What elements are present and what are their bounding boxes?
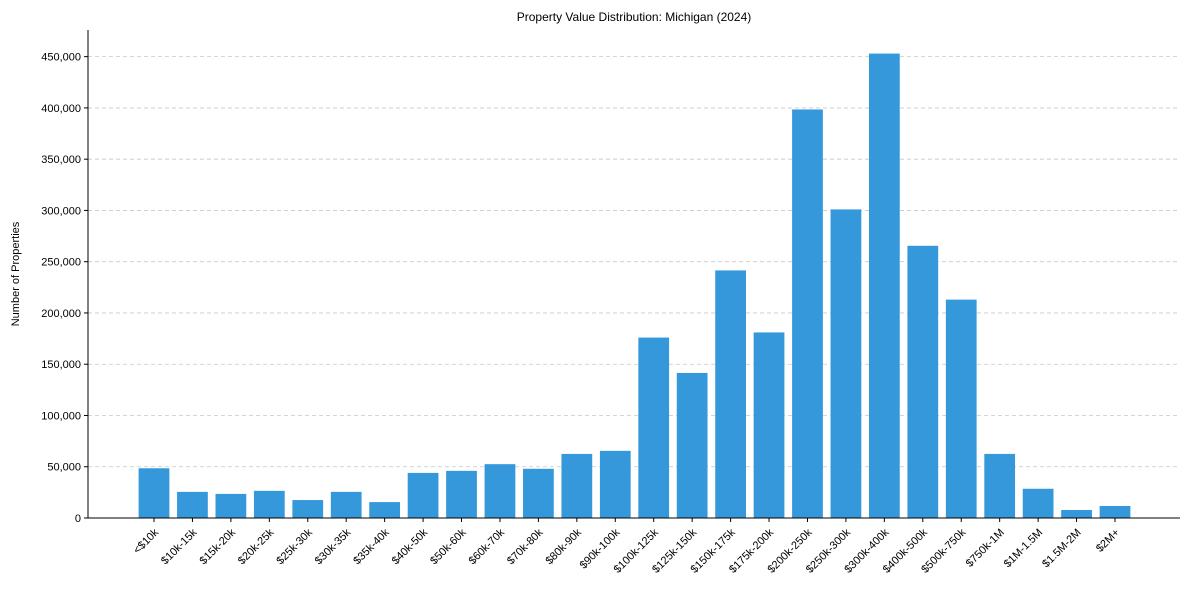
y-tick-label: 0 <box>75 513 81 525</box>
x-tick-label: $60k-70k <box>467 526 508 567</box>
y-tick-label: 150,000 <box>41 359 81 371</box>
bar-$500k-750k <box>945 299 977 518</box>
bar-$300k-400k <box>868 53 900 518</box>
x-tick-label: $50k-60k <box>428 526 469 567</box>
x-tick-label: $1.5M-2M <box>1040 527 1084 571</box>
x-tick-label: <$10k <box>131 526 161 556</box>
x-tick-label: $30k-35k <box>313 526 354 567</box>
y-tick-label: 100,000 <box>41 410 81 422</box>
bar-<$10k <box>138 468 170 518</box>
bar-$250k-300k <box>830 209 862 519</box>
bar-$20k-25k <box>253 490 285 518</box>
x-tick-label: $40k-50k <box>390 526 431 567</box>
bar-$200k-250k <box>792 109 823 518</box>
x-tick-label: $20k-25k <box>236 526 277 567</box>
bar-$1.5M-2M <box>1061 510 1092 518</box>
y-tick-label: 400,000 <box>41 103 81 115</box>
bar-$50k-60k <box>446 470 477 518</box>
bar-$35k-40k <box>369 502 401 518</box>
x-tick-label: $750k-1M <box>964 527 1007 570</box>
bar-$100k-125k <box>638 337 670 518</box>
bar-$10k-15k <box>177 491 208 518</box>
bar-$400k-500k <box>907 245 939 519</box>
y-tick-label: 250,000 <box>41 257 81 269</box>
y-tick-label: 450,000 <box>41 52 81 64</box>
bar-$175k-200k <box>753 332 785 518</box>
bar-$750k-1M <box>984 453 1016 518</box>
x-tick-label: $2M+ <box>1094 527 1122 555</box>
x-tick-label: $25k-30k <box>274 526 315 567</box>
bar-$25k-30k <box>292 500 324 518</box>
y-tick-label: 50,000 <box>47 462 81 474</box>
x-tick-label: $15k-20k <box>198 526 239 567</box>
x-tick-label: $70k-80k <box>505 526 546 567</box>
bar-$125k-150k <box>676 372 708 518</box>
y-axis-label: Number of Properties <box>10 221 22 326</box>
bar-$90k-100k <box>599 450 631 518</box>
bar-$60k-70k <box>484 464 516 518</box>
y-tick-label: 350,000 <box>41 154 81 166</box>
bar-$40k-50k <box>407 472 439 518</box>
y-tick-label: 300,000 <box>41 205 81 217</box>
bar-$15k-20k <box>215 493 247 518</box>
bar-$1M-1.5M <box>1022 488 1054 518</box>
x-tick-label: $10k-15k <box>159 526 200 567</box>
bar-$80k-90k <box>561 453 593 518</box>
y-tick-label: 200,000 <box>41 308 81 320</box>
x-tick-label: $35k-40k <box>351 526 392 567</box>
bar-$2M+ <box>1099 506 1131 518</box>
bar-$30k-35k <box>330 491 362 518</box>
chart-title: Property Value Distribution: Michigan (2… <box>517 10 752 24</box>
bar-$70k-80k <box>523 468 554 518</box>
x-tick-label: $1M-1.5M <box>1002 527 1046 571</box>
bar-$150k-175k <box>715 270 746 518</box>
